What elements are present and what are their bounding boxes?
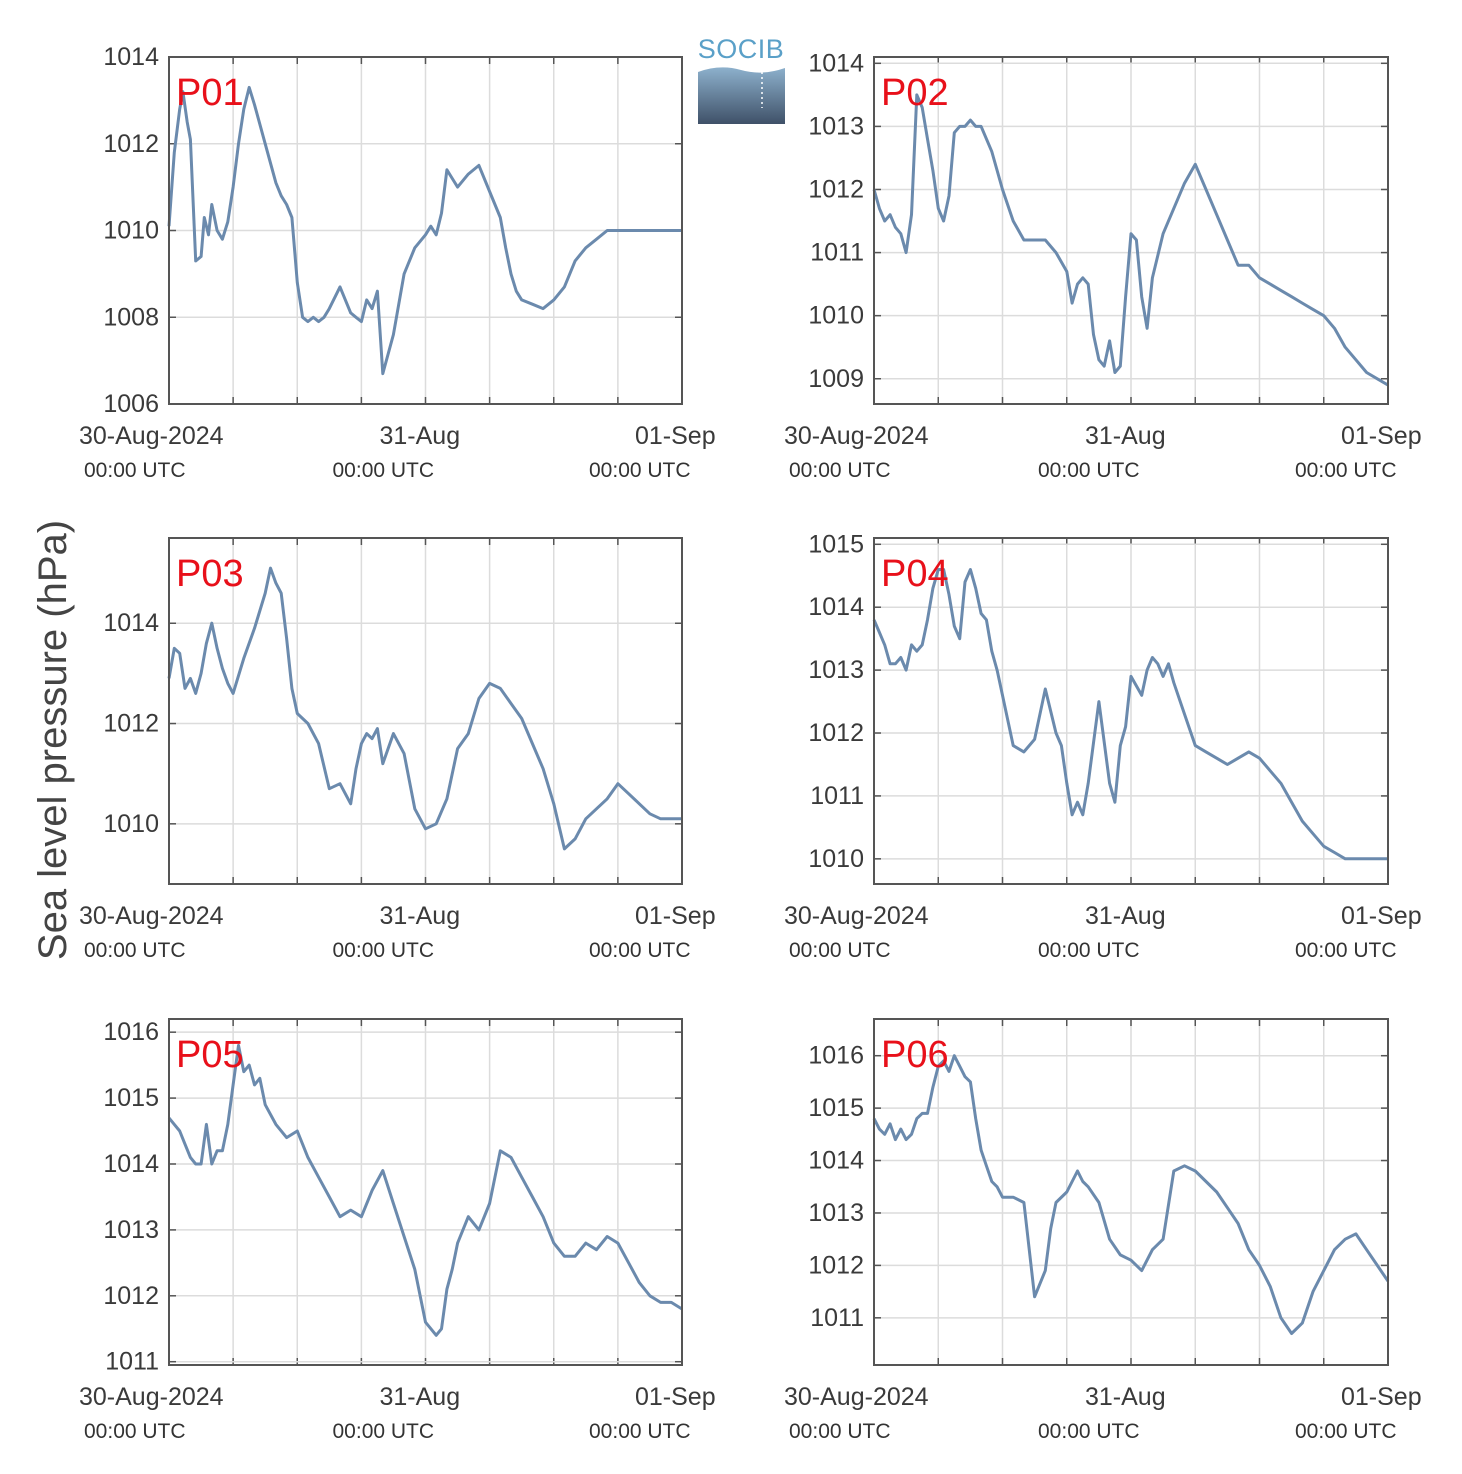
series-line [872, 568, 1388, 861]
x-tick-sublabel: 00:00 UTC [84, 1420, 186, 1443]
x-tick-sublabel: 00:00 UTC [789, 459, 891, 482]
x-tick-label: 30-Aug-2024 [784, 902, 929, 930]
x-tick-label: 01-Sep [635, 1383, 716, 1411]
x-tick-sublabel: 00:00 UTC [1295, 1420, 1397, 1443]
series-line [872, 1054, 1390, 1335]
series-line [167, 85, 682, 376]
series-line [167, 1043, 683, 1337]
chart-panel-p03: 1010 1012 1014 30-Aug-2024 00:00 UTC 31-Aug 00… [79, 537, 716, 962]
x-tick-sublabel: 00:00 UTC [1038, 459, 1140, 482]
y-tick-label: 1015 [103, 1084, 159, 1112]
x-tick-sublabel: 00:00 UTC [1038, 1420, 1140, 1443]
x-tick-label: 01-Sep [1341, 902, 1422, 930]
y-tick-label: 1013 [808, 112, 864, 140]
plot-frame [873, 56, 1389, 405]
socib-logo-icon [698, 66, 785, 124]
x-tick-label: 31-Aug [1085, 422, 1166, 450]
x-tick-sublabel: 00:00 UTC [789, 939, 891, 962]
x-tick-sublabel: 00:00 UTC [589, 459, 691, 482]
y-tick-label: 1014 [808, 49, 864, 77]
chart-panel-p06: 1011 1012 1013 1014 1015 1016 30-Aug-2024 00:00… [784, 1018, 1422, 1443]
panel-label: P02 [881, 72, 949, 114]
x-tick-label: 01-Sep [635, 422, 716, 450]
x-tick-label: 30-Aug-2024 [784, 1383, 929, 1411]
chart-panel-p02: 1009 1010 1011 1012 1013 1014 30-Aug-2024 00:00… [784, 49, 1422, 482]
y-tick-label: 1013 [808, 656, 864, 684]
x-tick-sublabel: 00:00 UTC [333, 1420, 435, 1443]
panel-label: P03 [176, 553, 244, 595]
x-tick-sublabel: 00:00 UTC [1038, 939, 1140, 962]
y-tick-label: 1015 [808, 1094, 864, 1122]
x-tick-label: 31-Aug [380, 422, 461, 450]
y-tick-label: 1011 [810, 1304, 864, 1332]
plot-frame [168, 537, 683, 885]
y-tick-label: 1015 [808, 530, 864, 558]
y-tick-label: 1011 [105, 1348, 159, 1376]
y-tick-label: 1010 [103, 810, 159, 838]
panel-label: P04 [881, 553, 949, 595]
y-axis-label: Sea level pressure (hPa) [31, 520, 75, 960]
logo-text: SOCIB [698, 34, 785, 64]
y-tick-label: 1014 [103, 609, 159, 637]
y-tick-label: 1016 [103, 1018, 159, 1046]
x-tick-label: 01-Sep [1341, 1383, 1422, 1411]
y-tick-label: 1012 [103, 1282, 159, 1310]
y-tick-label: 1010 [808, 302, 864, 330]
chart-panel-p04: 1010 1011 1012 1013 1014 1015 30-Aug-2024 00:00… [784, 530, 1422, 962]
x-tick-sublabel: 00:00 UTC [333, 939, 435, 962]
y-tick-label: 1013 [103, 1216, 159, 1244]
x-tick-label: 31-Aug [1085, 902, 1166, 930]
x-tick-label: 01-Sep [635, 902, 716, 930]
y-tick-label: 1011 [810, 239, 864, 267]
y-tick-label: 1014 [103, 43, 159, 71]
y-tick-label: 1010 [103, 217, 159, 245]
panel-label: P05 [176, 1034, 244, 1076]
y-tick-label: 1013 [808, 1199, 864, 1227]
y-tick-label: 1016 [808, 1042, 864, 1070]
x-tick-label: 30-Aug-2024 [79, 902, 224, 930]
x-tick-sublabel: 00:00 UTC [333, 459, 435, 482]
y-tick-label: 1009 [808, 365, 864, 393]
x-tick-sublabel: 00:00 UTC [1295, 939, 1397, 962]
series-line [872, 93, 1389, 387]
x-tick-label: 30-Aug-2024 [79, 422, 224, 450]
x-tick-sublabel: 00:00 UTC [84, 459, 186, 482]
x-tick-label: 31-Aug [1085, 1383, 1166, 1411]
y-tick-label: 1008 [103, 303, 159, 331]
x-tick-label: 01-Sep [1341, 422, 1422, 450]
plot-frame [873, 537, 1389, 885]
x-tick-sublabel: 00:00 UTC [589, 1420, 691, 1443]
plot-frame [168, 1018, 683, 1366]
series-line [167, 566, 682, 851]
y-tick-label: 1010 [808, 845, 864, 873]
y-tick-label: 1012 [103, 710, 159, 738]
x-tick-label: 30-Aug-2024 [784, 422, 929, 450]
chart-panel-p05: 1011 1012 1013 1014 1015 1016 30-Aug-2024 00:00… [79, 1018, 716, 1443]
x-tick-label: 31-Aug [380, 902, 461, 930]
y-tick-label: 1012 [103, 130, 159, 158]
x-tick-sublabel: 00:00 UTC [1295, 459, 1397, 482]
y-tick-label: 1012 [808, 1251, 864, 1279]
x-tick-label: 30-Aug-2024 [79, 1383, 224, 1411]
plot-frame [873, 1018, 1389, 1366]
y-tick-label: 1012 [808, 175, 864, 203]
y-tick-label: 1012 [808, 719, 864, 747]
panel-label: P01 [176, 72, 244, 114]
y-tick-label: 1014 [103, 1150, 159, 1178]
panel-label: P06 [881, 1034, 949, 1076]
socib-logo: SOCIB [698, 34, 785, 124]
x-tick-sublabel: 00:00 UTC [589, 939, 691, 962]
y-tick-label: 1014 [808, 1147, 864, 1175]
x-tick-sublabel: 00:00 UTC [84, 939, 186, 962]
plot-frame [168, 56, 683, 405]
y-tick-label: 1006 [103, 390, 159, 418]
y-tick-label: 1014 [808, 593, 864, 621]
x-tick-sublabel: 00:00 UTC [789, 1420, 891, 1443]
y-tick-label: 1011 [810, 782, 864, 810]
x-tick-label: 31-Aug [380, 1383, 461, 1411]
chart-panel-p01: 1006 1008 1010 1012 1014 30-Aug-2024 00:00 UTC… [79, 43, 716, 482]
